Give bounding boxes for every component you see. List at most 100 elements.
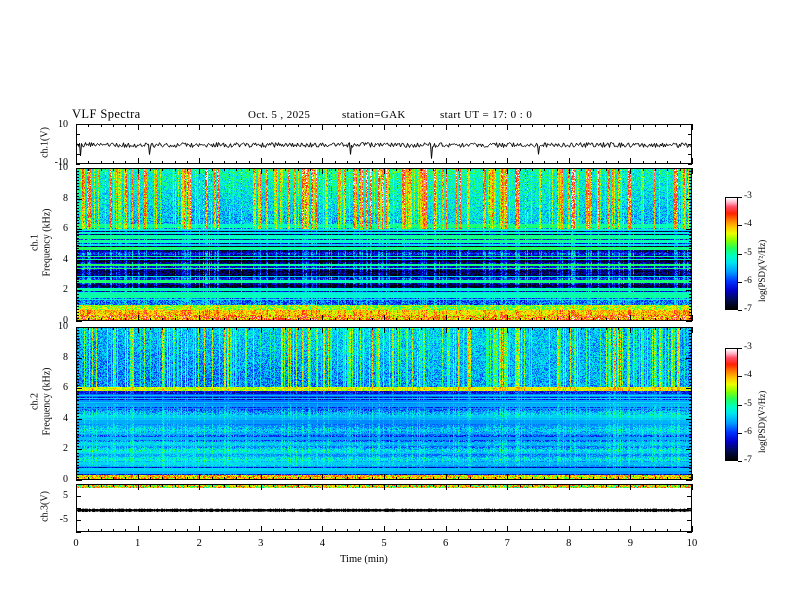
x-tick-mark	[667, 168, 669, 171]
x-tick-mark	[396, 529, 398, 532]
y-tick-mark	[76, 418, 82, 420]
x-tick-mark	[273, 484, 275, 487]
x-tick-mark	[174, 124, 176, 127]
x-tick-mark	[421, 484, 422, 487]
y-tick-label: 4	[63, 412, 68, 424]
y-tick-mark	[689, 434, 692, 436]
x-tick-mark	[507, 484, 509, 490]
x-tick-mark	[260, 327, 262, 333]
x-tick-mark	[100, 318, 102, 321]
y-tick-mark	[76, 428, 79, 429]
x-tick-mark	[494, 477, 496, 480]
y-tick-mark	[76, 302, 79, 304]
y-tick-mark	[689, 476, 692, 478]
y-tick-mark	[689, 464, 692, 466]
x-tick-mark	[149, 477, 151, 480]
x-tick-mark	[618, 161, 620, 164]
y-tick-mark	[689, 186, 692, 188]
x-tick-mark	[457, 327, 459, 330]
y-tick-mark	[689, 287, 692, 289]
y-tick-mark	[686, 290, 692, 292]
x-tick-mark	[347, 327, 348, 330]
y-tick-label: 8	[63, 192, 68, 204]
y-tick-mark	[689, 192, 692, 194]
x-tick-mark	[236, 161, 238, 164]
y-tick-label: 6	[63, 382, 68, 394]
y-tick-mark	[689, 394, 692, 396]
y-tick-mark	[76, 385, 79, 387]
x-tick-mark	[494, 327, 496, 330]
y-tick-mark	[689, 400, 692, 402]
x-tick-mark	[593, 124, 595, 127]
colorbar-ch1-title: log(PSD)(V²/Hz)	[757, 239, 767, 302]
x-tick-mark	[211, 318, 213, 321]
x-tick-mark	[593, 168, 595, 171]
x-tick-label: 4	[319, 538, 326, 549]
x-tick-mark	[642, 124, 644, 127]
x-tick-mark	[125, 124, 127, 127]
y-tick-mark	[76, 379, 79, 380]
x-tick-mark	[457, 318, 459, 321]
y-tick-mark	[76, 440, 79, 442]
y-tick-mark	[76, 220, 79, 221]
y-tick-mark	[689, 467, 692, 469]
x-tick-mark	[531, 124, 533, 127]
x-tick-mark	[679, 327, 681, 330]
x-tick-mark	[433, 477, 435, 480]
x-tick-mark	[297, 327, 299, 330]
x-tick-mark	[655, 168, 656, 171]
y-tick-mark	[689, 409, 692, 411]
x-tick-mark	[679, 124, 681, 127]
y-tick-mark	[76, 262, 79, 264]
x-tick-mark	[457, 161, 459, 164]
x-tick-mark	[223, 318, 225, 321]
y-tick-mark	[76, 171, 79, 173]
y-tick-mark	[76, 241, 79, 243]
x-tick-mark	[88, 168, 90, 171]
x-tick-mark	[482, 484, 484, 487]
colorbar-tick-label: -4	[744, 370, 752, 381]
y-tick-mark	[76, 400, 79, 402]
x-tick-mark	[88, 318, 90, 321]
y-tick-label: 10	[58, 119, 68, 130]
x-tick-mark	[618, 124, 620, 127]
y-tick-mark	[76, 437, 79, 439]
y-tick-mark	[689, 308, 692, 310]
y-tick-mark	[686, 327, 692, 328]
x-tick-mark	[285, 161, 287, 164]
y-tick-mark	[689, 253, 692, 255]
x-tick-mark	[655, 529, 656, 532]
x-tick-mark	[568, 168, 570, 174]
x-tick-label: 2	[196, 538, 202, 549]
colorbar-ch2	[725, 348, 738, 461]
x-tick-label: 9	[627, 538, 634, 549]
x-tick-mark	[396, 318, 398, 321]
x-tick-mark	[408, 529, 410, 532]
y-tick-mark	[76, 464, 79, 466]
y-tick-label: -5	[59, 514, 68, 525]
x-tick-mark	[679, 161, 681, 164]
y-tick-mark	[76, 467, 79, 469]
x-tick-mark	[593, 161, 595, 164]
y-tick-mark	[76, 189, 79, 191]
x-tick-mark	[396, 161, 398, 164]
y-tick-mark	[76, 201, 79, 203]
y-tick-mark	[689, 272, 692, 273]
x-tick-mark	[137, 315, 139, 321]
x-tick-mark	[322, 315, 324, 321]
x-tick-mark	[568, 526, 570, 532]
x-tick-mark	[408, 484, 410, 487]
y-tick-mark	[76, 192, 79, 194]
y-tick-mark	[689, 314, 692, 316]
x-tick-mark	[556, 327, 558, 330]
observation-date: Oct. 5 , 2025	[248, 109, 311, 121]
y-tick-mark	[689, 428, 692, 429]
x-tick-mark	[470, 327, 472, 330]
y-tick-mark	[689, 470, 692, 472]
y-tick-mark	[689, 437, 692, 439]
x-tick-mark	[433, 529, 435, 532]
y-tick-mark	[76, 443, 79, 445]
x-tick-mark	[162, 124, 164, 127]
x-tick-mark	[223, 484, 225, 487]
x-tick-label: 1	[134, 538, 141, 549]
